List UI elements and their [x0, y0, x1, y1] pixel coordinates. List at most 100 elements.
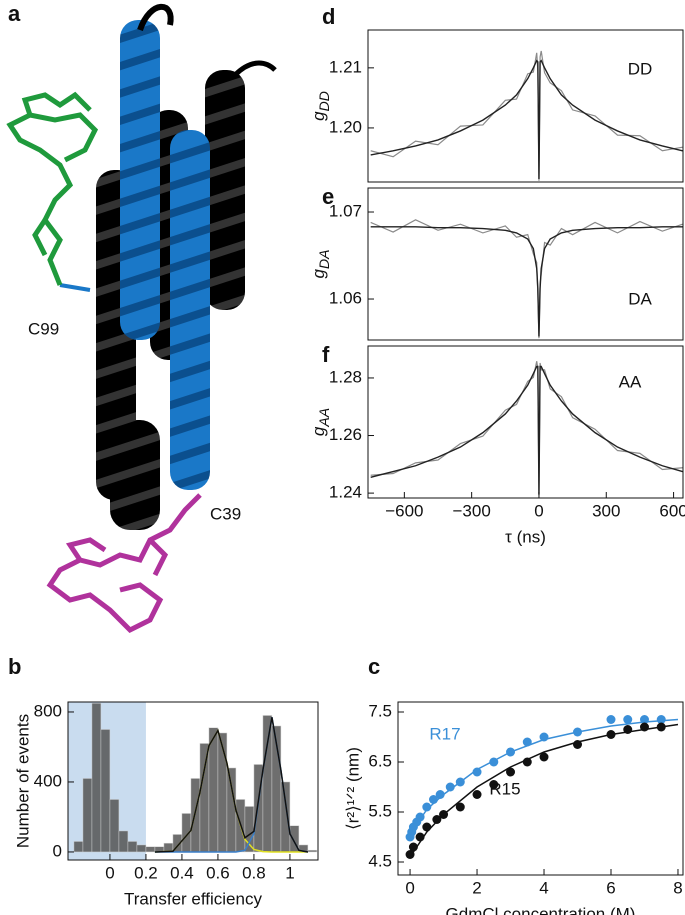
bar: [226, 767, 237, 853]
annotation: DA: [628, 289, 652, 308]
data-point: [435, 790, 445, 799]
bar: [208, 727, 219, 853]
plot-area: [370, 361, 683, 496]
data-point: [439, 810, 449, 819]
series-label: R15: [489, 779, 520, 798]
y-axis-label: gDD: [309, 91, 331, 121]
data-point: [455, 802, 465, 812]
data-point: [539, 732, 549, 742]
y-tick-label: 1.24: [329, 483, 362, 502]
bar: [118, 830, 129, 853]
plot-frame: [67, 701, 319, 861]
x-tick-label: 0: [405, 878, 414, 897]
data-point: [422, 802, 432, 812]
panel-label: f: [322, 342, 330, 367]
data-point: [623, 725, 633, 734]
y-tick-label: 1.21: [329, 57, 362, 76]
y-axis-label: ⟨r²⟩¹ᐟ² (nm): [343, 747, 362, 830]
correlation-curve: [370, 365, 683, 495]
y-label-symbol: g: [309, 426, 328, 436]
plot-frame: [367, 187, 684, 341]
y-tick-label: 4.5: [368, 851, 392, 870]
data-point: [408, 842, 418, 852]
bar: [190, 778, 201, 853]
x-axis-label: Transfer efficiency: [124, 889, 262, 908]
correlation-curve: [370, 226, 683, 337]
data-point: [428, 795, 438, 804]
plot-frame: [367, 29, 684, 183]
data-point: [623, 715, 633, 724]
data-point: [405, 850, 415, 859]
bar: [109, 799, 120, 853]
plot-area: [68, 702, 318, 860]
series-label: R17: [429, 724, 460, 743]
x-tick-label: 8: [673, 878, 682, 897]
plot-area: [370, 219, 683, 339]
y-tick-label: 400: [34, 771, 62, 790]
plot-area: [370, 50, 683, 181]
bar: [262, 715, 273, 853]
data-point: [506, 747, 516, 757]
y-tick-label: 6.5: [368, 751, 392, 770]
data-point: [415, 812, 425, 822]
bar: [280, 781, 291, 853]
x-tick-label: 0: [534, 501, 543, 520]
bar: [307, 849, 318, 853]
panel-label: b: [8, 654, 21, 679]
data-point: [539, 752, 549, 762]
y-tick-label: 0: [53, 841, 62, 860]
data-point: [656, 715, 666, 724]
data-point: [415, 832, 425, 842]
data-point: [472, 790, 482, 799]
panel-label: a: [8, 1, 21, 26]
x-tick-label: −300: [453, 501, 491, 520]
site-label: C99: [28, 319, 59, 338]
bar: [91, 702, 102, 853]
panel-label: d: [322, 4, 335, 29]
x-axis-label: τ (ns): [505, 527, 546, 546]
y-label-sub: DD: [316, 91, 332, 111]
bar: [199, 743, 210, 853]
data-point: [573, 740, 583, 749]
y-axis-label: gDA: [309, 250, 331, 279]
protein-structure: [6, 3, 277, 634]
x-tick-label: 6: [606, 878, 615, 897]
bar: [136, 844, 147, 853]
y-tick-label: 1.26: [329, 425, 362, 444]
correlation-curve: [370, 59, 683, 180]
data-point: [432, 815, 442, 824]
site-label: C39: [210, 504, 241, 523]
data-point: [606, 715, 616, 724]
x-axis-label: GdmCl concentration (M): [446, 904, 636, 915]
plot-frame: [367, 345, 684, 499]
x-tick-label: 0.2: [134, 863, 158, 882]
data-point: [445, 782, 455, 792]
data-point: [522, 757, 532, 767]
data-point: [639, 722, 649, 732]
data-point: [573, 727, 583, 737]
data-point: [472, 767, 482, 777]
data-point: [639, 715, 649, 724]
annotation: DD: [628, 59, 653, 78]
data-point: [489, 780, 499, 789]
data-point: [506, 767, 516, 777]
x-tick-label: −600: [385, 501, 423, 520]
y-axis-label: gAA: [309, 408, 331, 436]
y-axis-label: Number of events: [13, 714, 32, 848]
x-tick-label: 0.4: [170, 863, 194, 882]
y-tick-label: 5.5: [368, 801, 392, 820]
y-tick-label: 1.28: [329, 367, 362, 386]
y-tick-label: 800: [34, 701, 62, 720]
plot-frame: [397, 701, 684, 876]
y-label-symbol: g: [309, 268, 328, 278]
plot-area: [405, 715, 679, 859]
data-point: [522, 737, 532, 747]
bar: [145, 846, 156, 853]
fit-curve: [154, 717, 309, 853]
y-label-sub: DA: [316, 250, 332, 269]
x-tick-label: 300: [592, 501, 620, 520]
data-point: [455, 777, 465, 787]
y-tick-label: 1.06: [329, 289, 362, 308]
x-tick-label: 4: [539, 878, 548, 897]
